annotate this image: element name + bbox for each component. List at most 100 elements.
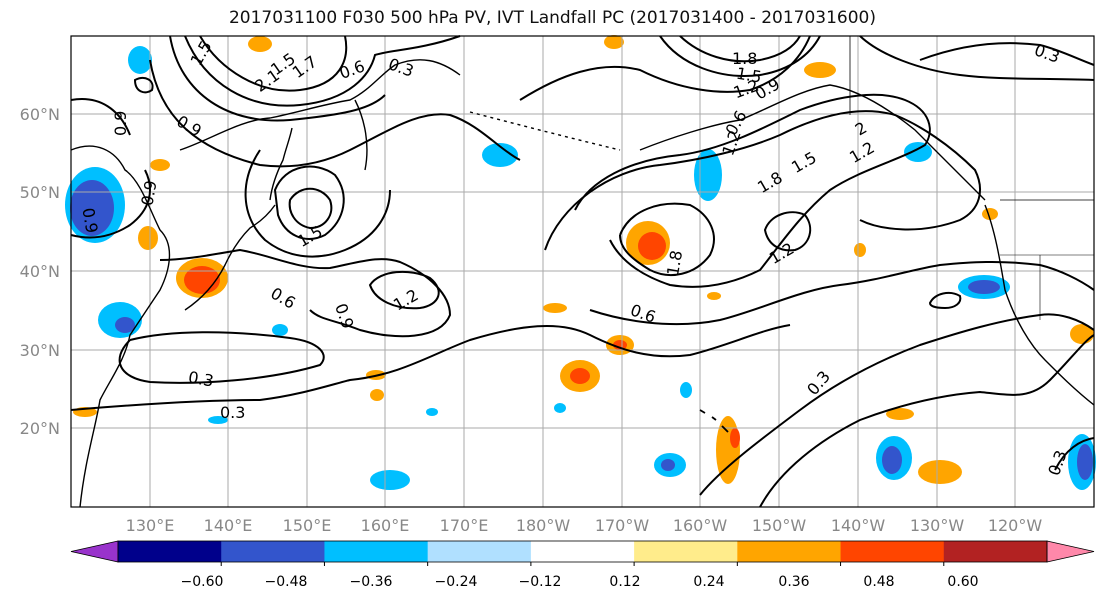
colorbar-tick-label: 0.48 <box>863 574 894 590</box>
pv-contour <box>544 110 981 251</box>
siberia-coast <box>179 59 461 151</box>
colorbar-tick-label: −0.36 <box>350 574 393 590</box>
shading-layer <box>65 35 1096 490</box>
pos-patch <box>604 35 624 49</box>
pv-contour <box>70 324 791 411</box>
colorbar-tick-label: 0.36 <box>778 574 809 590</box>
lon-label: 130°E <box>126 516 175 535</box>
pos-patch <box>248 36 272 52</box>
pv-contour <box>619 202 715 276</box>
sakhalin-coast <box>269 127 293 201</box>
pos-patch <box>138 226 158 250</box>
pos-patch <box>184 266 220 294</box>
lat-label: 30°N <box>20 341 60 360</box>
colorbar-extend-low <box>70 540 119 563</box>
pv-contour <box>1054 437 1095 471</box>
pv-contour <box>368 270 440 310</box>
pv-contour <box>133 77 154 94</box>
pv-contour <box>679 35 801 63</box>
pv-contour <box>70 98 131 136</box>
lon-label: 140°E <box>204 516 253 535</box>
pos-patch <box>730 428 740 448</box>
pv-contour <box>699 313 1095 496</box>
contour-label: 0.9 <box>137 179 160 207</box>
colorbar-tick-label: 0.12 <box>609 574 640 590</box>
pv-contour <box>659 35 821 77</box>
neg-patch <box>1077 444 1093 480</box>
pv-contour <box>244 149 391 258</box>
pv-contour <box>159 248 452 338</box>
pos-patch <box>854 243 866 257</box>
pv-contour <box>928 291 962 310</box>
lon-label: 180°W <box>516 516 571 535</box>
pos-patch <box>886 408 914 420</box>
colorbar-tick-label: −0.24 <box>435 574 478 590</box>
colorbar-outline <box>117 540 1048 563</box>
pv-contour <box>519 35 811 101</box>
pv-contour <box>149 59 521 168</box>
neg-patch <box>272 324 288 336</box>
contour-label: 1.8 <box>732 49 757 68</box>
contour-label: 1.5 <box>735 64 763 87</box>
graticule <box>71 36 1094 507</box>
lat-label: 50°N <box>20 183 60 202</box>
pv-contour <box>118 331 325 384</box>
pv-contour <box>199 35 348 92</box>
pos-patch <box>918 460 962 484</box>
colorbar-extend-high <box>1046 540 1095 563</box>
na-west-coast <box>984 204 1095 406</box>
alaska-coast <box>639 84 986 201</box>
colorbar-tick-label: 0.60 <box>947 574 978 590</box>
pos-patch <box>707 292 721 300</box>
colorbar-bin <box>324 541 429 562</box>
hawaii <box>699 409 729 433</box>
contour-label: 0.9 <box>111 111 130 136</box>
colorbar-ticks: −0.60 −0.48 −0.36 −0.24 −0.12 0.12 0.24 … <box>181 562 979 590</box>
lat-label: 20°N <box>20 419 60 438</box>
colorbar-bin <box>840 541 945 562</box>
pos-patch <box>543 303 567 313</box>
contour-label: 1.8 <box>663 249 686 277</box>
neg-patch <box>482 143 518 167</box>
lon-label: 170°W <box>595 516 650 535</box>
pv-contour <box>288 187 333 230</box>
colorbar-bin <box>530 541 635 562</box>
neg-patch <box>115 317 135 333</box>
colorbar-bin <box>118 541 222 562</box>
pos-patch <box>570 368 590 384</box>
neg-patch <box>426 408 438 416</box>
lon-label: 150°W <box>752 516 807 535</box>
colorbar-bin <box>634 541 738 562</box>
neg-patch <box>128 46 152 74</box>
map-border <box>70 35 1095 508</box>
contour-label: 0.3 <box>187 367 215 390</box>
neg-patch <box>694 149 722 201</box>
pos-patch <box>982 208 998 220</box>
pv-contours <box>70 35 1095 508</box>
lat-label: 40°N <box>20 262 60 281</box>
pos-patch <box>370 389 384 401</box>
colorbar-tick-label: −0.48 <box>265 574 308 590</box>
pv-contour <box>273 165 345 240</box>
pos-patch <box>638 232 666 260</box>
lon-label: 170°E <box>440 516 489 535</box>
pos-patch <box>150 159 170 171</box>
pv-contour <box>589 260 1095 326</box>
aleutians <box>469 111 621 151</box>
pv-contour <box>70 169 151 239</box>
kamchatka-coast <box>354 99 368 171</box>
colorbar-bin <box>427 541 532 562</box>
pv-contour <box>169 35 386 122</box>
lat-axis: 60°N 50°N 40°N 30°N 20°N <box>20 105 60 438</box>
lon-label: 120°W <box>988 516 1043 535</box>
neg-patch <box>554 403 566 413</box>
neg-patch <box>680 382 692 398</box>
colorbar-bin <box>943 541 1048 562</box>
neg-patch <box>70 180 114 236</box>
contour-label: 0.3 <box>220 403 245 422</box>
colorbar <box>70 540 1095 563</box>
lon-label: 140°W <box>831 516 886 535</box>
pv-contour <box>184 35 461 107</box>
lon-label: 160°E <box>361 516 410 535</box>
